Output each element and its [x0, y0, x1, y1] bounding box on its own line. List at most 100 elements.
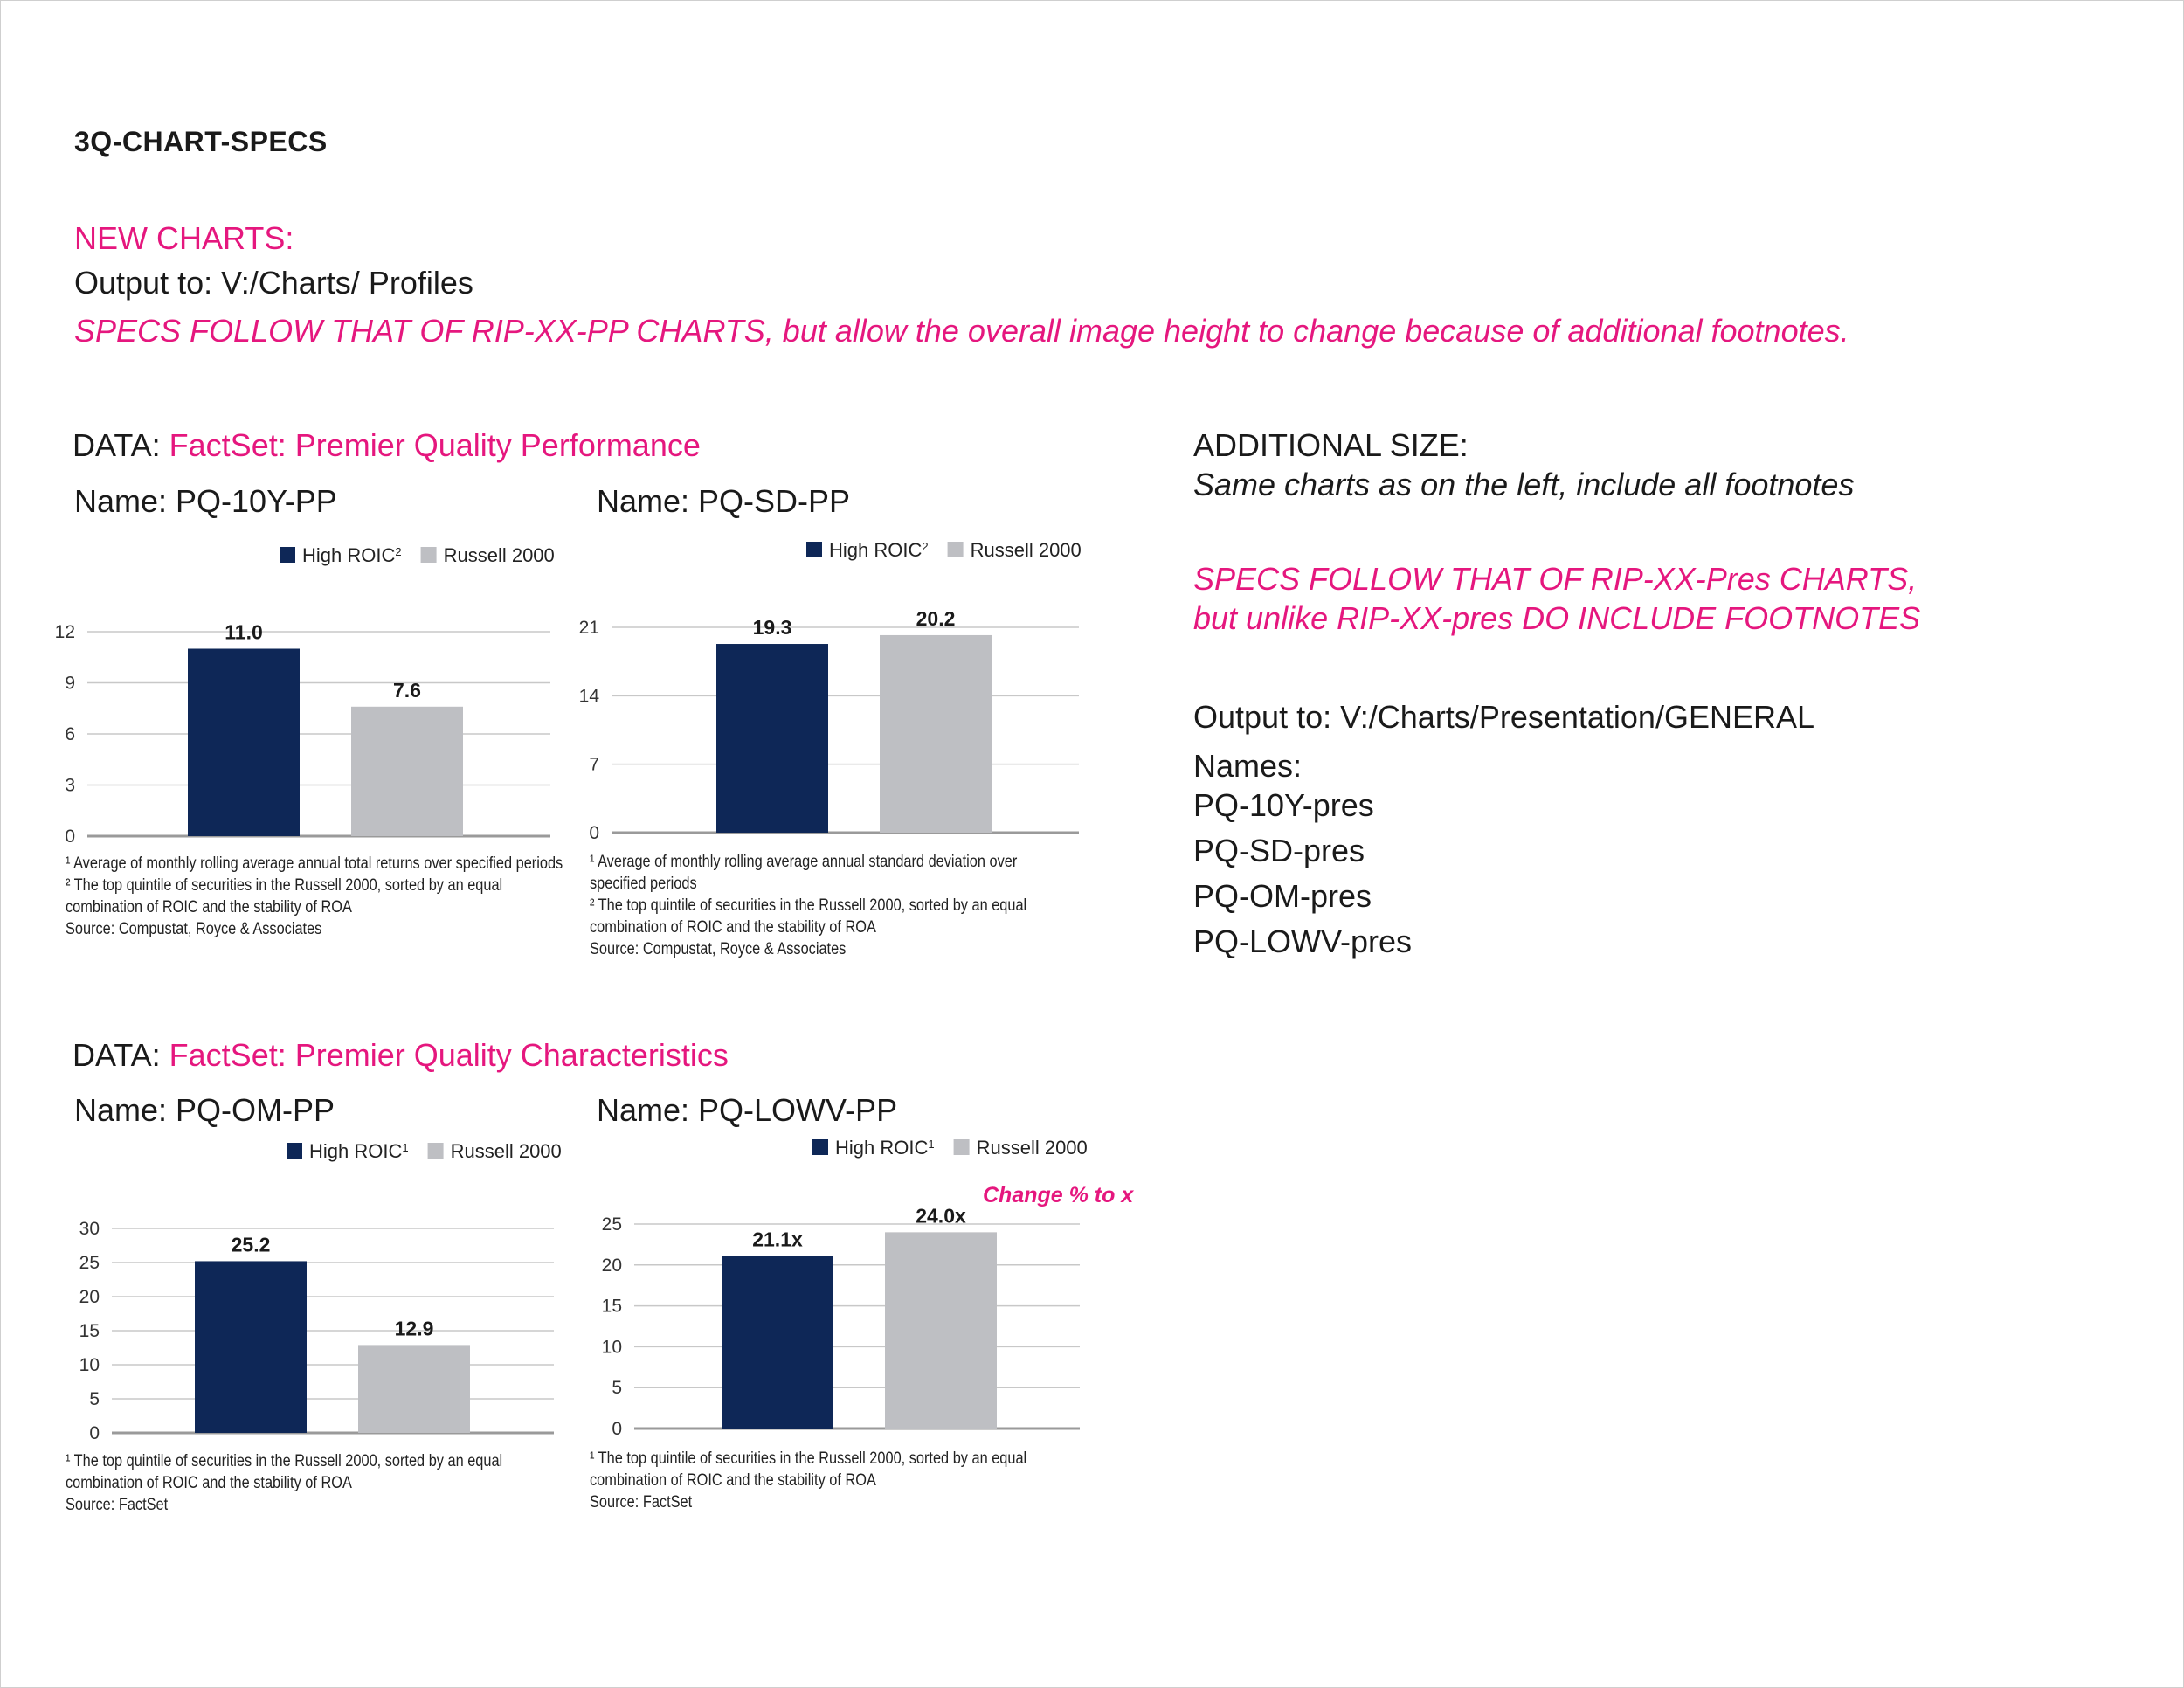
legend-swatch: [947, 542, 964, 557]
data-prefix: DATA:: [73, 427, 169, 463]
chart-name-10y: Name: PQ-10Y-PP: [74, 483, 337, 519]
footnote-line: combination of ROIC and the stability of…: [66, 1474, 352, 1492]
bar-value-label: 25.2: [232, 1233, 271, 1256]
bar: [358, 1345, 470, 1433]
bar: [188, 648, 300, 836]
bar: [722, 1256, 833, 1429]
legend-label: High ROIC1: [835, 1137, 935, 1159]
y-tick-label: 7: [589, 755, 599, 775]
legend-label: Russell 2000: [977, 1137, 1088, 1159]
footnote-line: ¹ Average of monthly rolling average ann…: [66, 854, 563, 873]
names-label: Names:: [1193, 748, 1303, 784]
y-tick-label: 10: [602, 1337, 622, 1357]
section2-data-line: DATA: FactSet: Premier Quality Character…: [73, 1037, 729, 1074]
pres-name-item: PQ-SD-pres: [1193, 833, 1365, 868]
new-charts-label: NEW CHARTS:: [74, 220, 294, 256]
pres-specs-line-2: but unlike RIP-XX-pres DO INCLUDE FOOTNO…: [1193, 600, 1921, 636]
y-tick-label: 6: [65, 724, 75, 744]
legend-label: High ROIC1: [309, 1140, 409, 1162]
y-tick-label: 0: [89, 1423, 100, 1443]
document-title: 3Q-CHART-SPECS: [74, 126, 328, 157]
y-tick-label: 20: [79, 1287, 100, 1307]
legend-label: High ROIC2: [302, 544, 402, 566]
pres-name-item: PQ-LOWV-pres: [1193, 924, 1413, 959]
bar-value-label: 19.3: [753, 616, 792, 639]
y-tick-label: 10: [79, 1355, 100, 1375]
pres-specs-line-1: SPECS FOLLOW THAT OF RIP-XX-Pres CHARTS,: [1193, 561, 1918, 597]
bar: [351, 706, 463, 836]
legend-swatch: [806, 542, 822, 557]
chart-pq-om: High ROIC1 Russell 2000 0 5 10 15 20 25 30 25.2 12…: [79, 1140, 562, 1443]
footnote-line: ² The top quintile of securities in the …: [66, 876, 503, 895]
change-annotation: Change % to x: [983, 1183, 1134, 1207]
y-tick-label: 15: [79, 1321, 100, 1341]
additional-size-heading: ADDITIONAL SIZE:: [1193, 427, 1469, 463]
data-source: FactSet: Premier Quality Performance: [169, 427, 701, 463]
footnotes-10y: ¹ Average of monthly rolling average ann…: [66, 853, 563, 940]
bar-value-label: 21.1x: [752, 1228, 803, 1251]
chart-name-lowv: Name: PQ-LOWV-PP: [597, 1092, 898, 1128]
y-tick-label: 0: [589, 823, 599, 843]
bar: [880, 634, 992, 833]
y-tick-label: 30: [79, 1219, 100, 1239]
legend-swatch: [953, 1139, 970, 1155]
footnote-line: specified periods: [590, 875, 697, 893]
footnote-line: combination of ROIC and the stability of…: [590, 918, 876, 937]
legend-swatch: [812, 1139, 828, 1155]
chart-name-sd: Name: PQ-SD-PP: [597, 483, 851, 519]
pres-name-item: PQ-10Y-pres: [1193, 787, 1374, 823]
bar-value-label: 20.2: [916, 607, 956, 630]
footnote-line: ¹ The top quintile of securities in the …: [590, 1449, 1027, 1468]
footnote-line: ¹ Average of monthly rolling average ann…: [590, 853, 1018, 871]
footnote-line: combination of ROIC and the stability of…: [66, 898, 352, 917]
footnote-line: Source: Compustat, Royce & Associates: [66, 920, 322, 938]
pres-output-path: Output to: V:/Charts/Presentation/GENERA…: [1193, 699, 1814, 735]
bar: [885, 1232, 997, 1429]
y-tick-label: 25: [79, 1253, 100, 1273]
data-source: FactSet: Premier Quality Characteristics: [169, 1037, 729, 1073]
same-charts-note: Same charts as on the left, include all …: [1193, 467, 1855, 502]
legend-swatch: [280, 547, 295, 563]
y-tick-label: 9: [65, 674, 75, 694]
footnote-line: combination of ROIC and the stability of…: [590, 1471, 876, 1490]
output-path-line: Output to: V:/Charts/ Profiles: [74, 265, 473, 301]
chart-pq-sd: High ROIC2 Russell 2000 0 7 14 21 19.3 20.2: [579, 539, 1082, 843]
y-tick-label: 21: [579, 618, 599, 638]
y-tick-label: 5: [612, 1378, 622, 1398]
bar-value-label: 11.0: [225, 621, 263, 644]
chart-pq-10y: High ROIC2 Russell 2000 0 3 6 9 12 11.0 7.6: [55, 544, 555, 847]
data-prefix: DATA:: [73, 1037, 169, 1073]
legend-swatch: [420, 547, 437, 563]
y-tick-label: 20: [602, 1256, 622, 1276]
bar: [195, 1261, 307, 1433]
footnote-line: Source: FactSet: [590, 1493, 693, 1512]
chart-pq-lowv: High ROIC1 Russell 2000 0 5 10 15 20 25 21.1x 24.…: [602, 1137, 1135, 1439]
legend-label: High ROIC2: [829, 539, 929, 561]
y-tick-label: 0: [65, 827, 75, 847]
specs-line: SPECS FOLLOW THAT OF RIP-XX-PP CHARTS, b…: [74, 313, 1849, 349]
bar-value-label: 24.0x: [916, 1204, 966, 1227]
legend-swatch: [427, 1143, 444, 1159]
pres-name-item: PQ-OM-pres: [1193, 878, 1372, 914]
section1-data-line: DATA: FactSet: Premier Quality Performan…: [73, 427, 701, 464]
footnote-line: ¹ The top quintile of securities in the …: [66, 1452, 503, 1470]
footnotes-sd: ¹ Average of monthly rolling average ann…: [590, 851, 1026, 960]
footnote-line: ² The top quintile of securities in the …: [590, 896, 1027, 915]
footnote-line: Source: Compustat, Royce & Associates: [590, 940, 847, 958]
y-tick-label: 15: [602, 1297, 622, 1317]
footnote-line: Source: FactSet: [66, 1496, 169, 1514]
legend-swatch: [287, 1143, 302, 1159]
footnotes-om: ¹ The top quintile of securities in the …: [66, 1450, 502, 1516]
legend-label: Russell 2000: [451, 1140, 562, 1162]
y-tick-label: 12: [55, 622, 75, 642]
y-tick-label: 3: [65, 776, 75, 796]
bar-value-label: 7.6: [393, 679, 421, 702]
bar-value-label: 12.9: [395, 1317, 434, 1339]
legend-label: Russell 2000: [444, 544, 555, 566]
bar: [716, 644, 828, 833]
y-tick-label: 0: [612, 1419, 622, 1439]
chart-name-om: Name: PQ-OM-PP: [74, 1092, 335, 1128]
y-tick-label: 5: [89, 1389, 100, 1409]
y-tick-label: 25: [602, 1214, 622, 1235]
footnotes-lowv: ¹ The top quintile of securities in the …: [590, 1448, 1026, 1513]
